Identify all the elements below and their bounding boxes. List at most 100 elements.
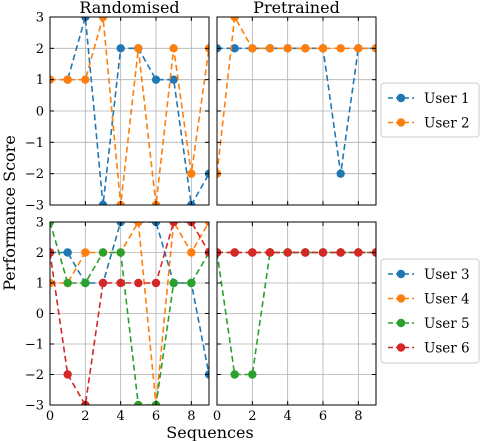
data-point bbox=[248, 370, 257, 379]
panel-0-0: −3 −2 −1 0 1 2 3 Randomised bbox=[25, 0, 210, 214]
y-tick-label: 2 bbox=[36, 246, 44, 261]
legend-label: User 1 bbox=[424, 91, 470, 107]
legend-1: User 1 User 2 bbox=[380, 82, 480, 138]
legend-2: User 3 User 4 User 5 User 6 bbox=[380, 258, 480, 364]
data-point bbox=[230, 44, 239, 53]
y-tick-label: 1 bbox=[36, 73, 44, 88]
data-point bbox=[336, 44, 345, 53]
legend-marker bbox=[396, 343, 406, 352]
legend-box bbox=[380, 258, 480, 364]
data-point bbox=[230, 248, 239, 257]
data-point bbox=[81, 75, 90, 84]
series-line-user-5 bbox=[50, 222, 209, 405]
data-point bbox=[318, 248, 328, 257]
data-point bbox=[134, 222, 143, 227]
data-point bbox=[98, 200, 108, 205]
series-line-user-2 bbox=[217, 17, 376, 174]
panel-1-0: −3 −2 −1 0 1 2 3 0 2 4 6 8 bbox=[25, 216, 210, 424]
data-point bbox=[301, 248, 310, 257]
data-point bbox=[169, 75, 178, 84]
legend-label: User 6 bbox=[424, 341, 470, 357]
y-tick-label: 1 bbox=[36, 277, 44, 292]
legend-box bbox=[380, 82, 480, 138]
y-tick-label: 3 bbox=[36, 11, 44, 26]
data-point bbox=[265, 44, 275, 53]
data-point bbox=[63, 370, 72, 379]
data-point bbox=[187, 169, 196, 178]
legend-label: User 4 bbox=[424, 292, 470, 308]
x-tick-label: 0 bbox=[46, 409, 54, 424]
panel-title: Pretrained bbox=[253, 0, 340, 17]
x-tick-label: 0 bbox=[213, 409, 221, 424]
data-point bbox=[134, 44, 143, 53]
data-point bbox=[354, 248, 363, 257]
legend-label: User 5 bbox=[424, 316, 470, 332]
legend-label: User 2 bbox=[424, 116, 470, 132]
data-point bbox=[169, 278, 178, 288]
legend-marker bbox=[396, 294, 406, 303]
data-point bbox=[301, 44, 310, 53]
data-point bbox=[187, 248, 196, 257]
y-tick-label: −2 bbox=[25, 368, 44, 383]
data-point bbox=[204, 222, 209, 227]
data-point bbox=[336, 169, 345, 178]
data-point bbox=[63, 75, 72, 84]
x-tick-label: 4 bbox=[117, 409, 125, 424]
data-point bbox=[265, 248, 275, 257]
data-point bbox=[81, 278, 90, 288]
data-point bbox=[116, 248, 125, 257]
x-axis-label: Sequences bbox=[166, 423, 253, 441]
x-tick-label: 6 bbox=[152, 409, 160, 424]
data-point bbox=[169, 44, 178, 53]
x-tick-label: 6 bbox=[319, 409, 327, 424]
y-tick-label: 3 bbox=[36, 216, 44, 231]
data-point bbox=[98, 278, 108, 288]
data-point bbox=[50, 222, 55, 227]
series-line-user-4 bbox=[50, 222, 209, 405]
data-point bbox=[151, 278, 161, 288]
data-point bbox=[169, 222, 178, 227]
data-point bbox=[248, 44, 257, 53]
data-point bbox=[354, 44, 363, 53]
data-point bbox=[187, 278, 196, 288]
legend-marker bbox=[396, 269, 406, 279]
legend-label: User 3 bbox=[424, 267, 470, 283]
series-group bbox=[50, 17, 209, 205]
panel-0-1: Pretrained bbox=[216, 0, 377, 206]
y-tick-label: −2 bbox=[25, 167, 44, 182]
y-axis-label: Performance Score bbox=[0, 135, 19, 291]
data-point bbox=[98, 248, 108, 257]
data-point bbox=[318, 44, 328, 53]
series-group bbox=[217, 17, 376, 178]
x-tick-label: 2 bbox=[81, 409, 89, 424]
legend-marker bbox=[396, 318, 406, 328]
y-tick-label: 0 bbox=[36, 105, 44, 120]
data-point bbox=[230, 17, 239, 22]
data-point bbox=[116, 44, 125, 53]
y-tick-label: −1 bbox=[25, 136, 44, 151]
y-tick-label: −3 bbox=[25, 199, 44, 214]
series-line-user-6 bbox=[50, 222, 209, 405]
data-point bbox=[336, 248, 345, 257]
panel-1-1: 0 2 4 6 8 bbox=[213, 221, 377, 424]
data-point bbox=[63, 278, 72, 288]
series-line-user-3 bbox=[50, 222, 209, 375]
data-point bbox=[81, 248, 90, 257]
data-point bbox=[116, 278, 125, 288]
panel-title: Randomised bbox=[79, 0, 179, 17]
x-tick-label: 8 bbox=[187, 409, 195, 424]
data-point bbox=[230, 370, 239, 379]
legend-marker bbox=[396, 93, 406, 103]
legend-marker bbox=[396, 118, 406, 127]
data-point bbox=[134, 400, 143, 405]
data-point bbox=[248, 248, 257, 257]
series-line-user-1 bbox=[50, 17, 209, 205]
data-point bbox=[98, 17, 108, 22]
x-tick-label: 8 bbox=[354, 409, 362, 424]
data-point bbox=[63, 248, 72, 257]
series-group bbox=[50, 222, 209, 405]
data-point bbox=[283, 248, 292, 257]
data-point bbox=[283, 44, 292, 53]
x-tick-label: 4 bbox=[284, 409, 292, 424]
